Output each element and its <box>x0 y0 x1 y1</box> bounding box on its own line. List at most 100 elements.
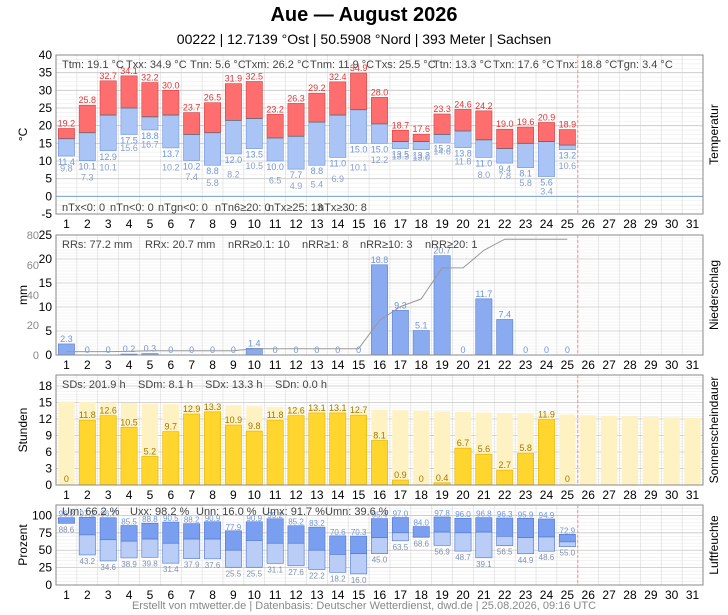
panel-4-x-tick-label: 29 <box>644 588 658 602</box>
humidity-max-label: 70.3 <box>351 528 367 537</box>
temp-max-bar <box>162 90 180 116</box>
humidity-upper-bar <box>350 535 368 554</box>
humidity-max-label: 72.9 <box>560 526 576 535</box>
station-info: 00222 | 12.7139 °Ost | 50.5908 °Nord | 3… <box>176 31 552 47</box>
temp-ground-label: 10.6 <box>559 161 577 171</box>
temp-max-label: 34.1 <box>120 66 138 76</box>
humidity-upper-bar <box>538 518 555 538</box>
panel-2-title: Niederschlag <box>707 260 721 330</box>
panel-4-x-tick-label: 8 <box>209 588 216 602</box>
temp-max-label: 19.6 <box>517 117 535 127</box>
panel-1-x-tick-label: 13 <box>310 217 324 231</box>
sun-bar <box>538 419 555 486</box>
rain-value-label: 1.4 <box>248 338 261 348</box>
panel-2-x-tick-label: 29 <box>644 358 658 372</box>
humidity-max-label: 96.3 <box>497 510 513 519</box>
humidity-max-label: 70.6 <box>330 528 346 537</box>
humidity-min-label: 27.6 <box>288 568 304 577</box>
temp-ground-label: 5.4 <box>311 179 324 189</box>
temp-max-bar <box>475 110 493 141</box>
panel-3-x-tick-label: 10 <box>248 488 262 502</box>
humidity-lower-bar <box>287 542 305 567</box>
sun-value-label: 9.7 <box>165 422 178 432</box>
panel-3-x-tick-label: 30 <box>665 488 679 502</box>
rain-value-label: 2.3 <box>60 334 73 344</box>
sun-value-label: 12.6 <box>287 406 305 416</box>
sun-bar <box>141 456 159 486</box>
sun-value-label: 5.2 <box>144 446 157 456</box>
sun-bar <box>78 419 96 486</box>
humidity-min-label: 56.9 <box>434 547 450 556</box>
temp-mean-bar <box>496 148 514 164</box>
temp-min-label: 11.0 <box>475 158 492 168</box>
humidity-upper-bar <box>308 526 326 551</box>
panel-4-ylabel: Prozent <box>16 524 30 566</box>
humidity-upper-bar <box>224 530 242 551</box>
panel-3-x-tick-label: 27 <box>602 488 616 502</box>
temp-min-label: 15.0 <box>371 144 389 154</box>
panel-1b-stat-2: nTgn<0: 0 <box>158 202 208 214</box>
humidity-upper-bar <box>475 517 493 533</box>
humidity-upper-bar <box>391 517 409 534</box>
humidity-min-label: 55.0 <box>560 549 576 558</box>
panel-2-x-tick-label: 12 <box>289 358 303 372</box>
humidity-max-label: 95.4 <box>372 511 388 520</box>
panel-4-x-tick-label: 13 <box>310 588 324 602</box>
temp-min-label: 13.5 <box>246 150 264 160</box>
temp-mean-bar <box>266 137 284 162</box>
temp-min-label: 10.2 <box>183 161 201 171</box>
panel-4-x-tick-label: 19 <box>435 588 449 602</box>
panel-1b-stat-1: nTn<0: 0 <box>110 202 154 214</box>
humidity-lower-bar <box>517 537 535 555</box>
temp-max-bar <box>433 113 451 135</box>
humidity-upper-bar <box>183 523 201 540</box>
humidity-lower-bar <box>329 554 347 573</box>
panel-2-y-tick-label: 20 <box>39 252 53 266</box>
panel-3-x-tick-label: 28 <box>623 488 637 502</box>
temp-mean-bar <box>287 135 305 170</box>
rain-value-label: 0.3 <box>144 344 157 354</box>
panel-4-y-tick-label: 100 <box>32 508 52 522</box>
humidity-max-label: 96.8 <box>59 510 75 519</box>
temp-ground-label: 11.8 <box>455 157 472 167</box>
rain-value-label: 0 <box>85 345 90 355</box>
panel-4-x-tick-label: 14 <box>331 588 345 602</box>
humidity-upper-bar <box>57 517 75 524</box>
temp-min-label: 8.8 <box>206 166 219 176</box>
panel-4-x-tick-label: 1 <box>63 588 70 602</box>
panel-3-title: Sonnenscheindauer <box>707 377 721 484</box>
temp-ground-label: 13.0 <box>412 152 430 162</box>
humidity-upper-bar <box>371 518 388 538</box>
panel-4-x-tick-label: 23 <box>519 588 533 602</box>
panel-4-border <box>55 504 704 586</box>
panel-4-x-tick-label: 5 <box>147 588 154 602</box>
panel-1-x-tick-label: 30 <box>665 217 679 231</box>
panel-3-x-tick-label: 26 <box>582 488 596 502</box>
panel-4-x-tick-label: 25 <box>561 588 575 602</box>
rain-value-label: 18.8 <box>371 255 389 265</box>
panel-3-x-tick-label: 23 <box>519 488 533 502</box>
humidity-min-label: 38.9 <box>121 560 137 569</box>
rain-value-label: 0 <box>314 345 319 355</box>
temp-min-label: 7.7 <box>290 170 303 180</box>
panel-1-x-tick-label: 23 <box>519 217 533 231</box>
panel-4-x-tick-label: 7 <box>188 588 195 602</box>
rain-value-label: 0 <box>231 345 236 355</box>
humidity-min-label: 34.6 <box>100 563 116 572</box>
panel-1-x-tick-label: 18 <box>415 217 429 231</box>
humidity-min-label: 31.1 <box>267 565 283 574</box>
humidity-lower-bar <box>99 539 117 562</box>
temp-ground-label: 7.3 <box>81 173 94 183</box>
sun-value-label: 12.9 <box>183 404 201 414</box>
humidity-mean-label: 88.6 <box>59 525 75 534</box>
panel-2-x-tick-label: 22 <box>498 358 512 372</box>
panel-1-y-tick-label: 10 <box>39 154 53 168</box>
panel-1-stat-2: Tnn: 5.6 °C <box>190 59 246 71</box>
panel-1-x-tick-label: 15 <box>352 217 366 231</box>
panel-3-y-tick-label: 9 <box>45 429 52 443</box>
temp-ground-label: 10.5 <box>246 161 264 171</box>
temp-mean-bar <box>412 141 430 150</box>
humidity-min-label: 37.9 <box>184 561 200 570</box>
temp-max-label: 23.2 <box>266 104 284 114</box>
rain-value-label: 0 <box>335 345 340 355</box>
